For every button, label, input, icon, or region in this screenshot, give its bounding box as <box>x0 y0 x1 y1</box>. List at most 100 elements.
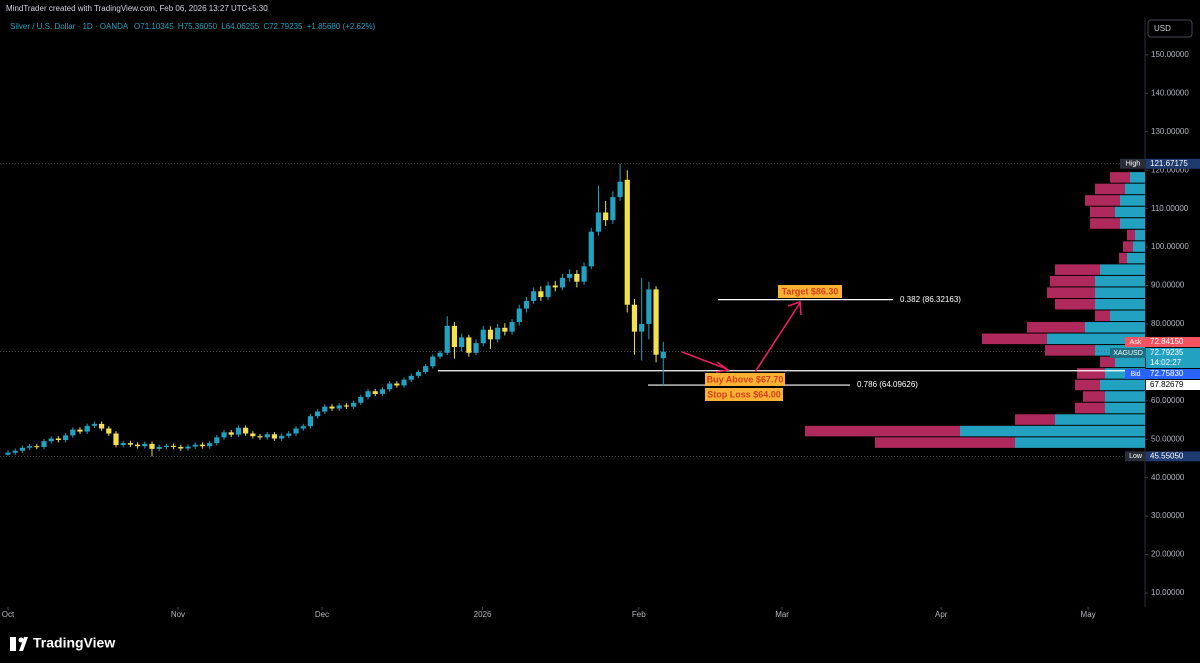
profile-buy <box>1135 229 1145 241</box>
profile-buy <box>960 425 1145 437</box>
candle-body <box>595 212 602 232</box>
profile-buy <box>1127 252 1145 264</box>
price-tag-value: 72.84150 <box>1150 337 1184 346</box>
currency-button[interactable] <box>1147 19 1193 38</box>
price-tag-label-box <box>1110 348 1146 358</box>
candle-body <box>127 443 134 445</box>
annotation-box <box>705 388 783 401</box>
annotation: Buy Above $67.70 <box>707 374 784 384</box>
candle-body <box>624 179 630 305</box>
arrow <box>754 302 801 373</box>
profile-sell <box>1055 298 1095 310</box>
symbol: Silver / U.S. Dollar · 1D · OANDA <box>10 22 129 31</box>
price-tag <box>1146 348 1200 368</box>
candle-body <box>387 383 393 390</box>
price-tag-label: High <box>1126 161 1141 168</box>
candle-body <box>401 379 407 386</box>
annotation: Stop Loss $64.00 <box>707 389 781 399</box>
price-tag-label-box <box>1120 158 1146 169</box>
profile-buy <box>1130 172 1145 183</box>
candle-body <box>293 428 299 434</box>
candle-body <box>538 291 544 298</box>
x-tick-label: Dec <box>315 610 329 619</box>
candle-body <box>379 389 386 394</box>
candle-body <box>264 434 270 438</box>
candle-body <box>228 432 234 435</box>
price-tag-value: 67.82679 <box>1150 380 1184 389</box>
candle-body <box>473 343 479 353</box>
legend-change: +1.85680 (+2.62%) <box>307 22 376 31</box>
candle-body <box>113 433 119 446</box>
legend-low: L64.06255 <box>221 22 259 31</box>
candle-body <box>343 405 350 407</box>
profile-sell <box>1083 391 1105 402</box>
price-tag-value: 72.79235 <box>1150 348 1184 357</box>
candle-body <box>77 429 83 432</box>
y-tick-label: 130.00000 <box>1151 127 1189 136</box>
candle-body <box>322 406 328 412</box>
x-tick-label: Feb <box>632 610 646 619</box>
profile-buy <box>1120 195 1145 206</box>
price-tag <box>1146 369 1200 379</box>
countdown: 14:02:27 <box>1150 358 1182 367</box>
profile-sell <box>1075 379 1100 391</box>
logo-mark <box>19 637 28 651</box>
legend-high: H75.36050 <box>178 22 218 31</box>
fib-label: 0.382 (86.32163) <box>900 295 961 304</box>
candle-body <box>574 273 580 282</box>
candle-body <box>84 425 90 432</box>
candle-body <box>430 356 436 367</box>
profile-sell <box>1085 195 1120 206</box>
price-tag <box>1146 158 1200 169</box>
legend: Silver / U.S. Dollar · 1D · OANDA O71.10… <box>10 22 376 31</box>
candle-body <box>163 445 170 447</box>
candle-body <box>149 443 155 449</box>
candle-body <box>5 452 11 455</box>
header-text: MindTrader created with TradingView.com,… <box>6 4 268 13</box>
candle-body <box>459 337 465 348</box>
y-tick-label: 120.00000 <box>1151 165 1189 174</box>
candle-body <box>286 433 292 436</box>
logo-mark <box>10 637 16 651</box>
profile-sell <box>1055 264 1100 275</box>
candle-body <box>603 212 609 221</box>
candle-body <box>559 277 566 288</box>
profile-buy <box>1125 183 1145 195</box>
candle-body <box>617 181 623 198</box>
candle-body <box>235 427 242 435</box>
candle-body <box>48 438 54 442</box>
candle-body <box>423 366 429 372</box>
candle-body <box>408 375 414 380</box>
candle-body <box>415 371 422 376</box>
x-tick-label: Oct <box>2 610 15 619</box>
price-tag-label-box <box>1125 369 1146 379</box>
candle-body <box>336 405 342 409</box>
profile-buy <box>1110 310 1145 322</box>
candle-body <box>199 444 206 447</box>
candle-body <box>631 304 638 332</box>
arrow <box>681 351 728 370</box>
profile-buy <box>1100 379 1145 391</box>
profile-sell <box>1095 183 1125 195</box>
candle-body <box>365 391 371 397</box>
candle-body <box>26 446 33 448</box>
brand-text: TradingView <box>33 635 115 651</box>
candle-body <box>19 447 25 451</box>
arrows <box>681 300 802 373</box>
candle-body <box>279 435 285 439</box>
price-tag <box>1146 451 1200 462</box>
candle-body <box>243 427 249 434</box>
candle-body <box>135 444 141 447</box>
candle-body <box>516 308 522 323</box>
price-tag-label-box <box>1125 337 1146 347</box>
candle-body <box>480 329 486 344</box>
currency[interactable]: USD <box>1154 24 1171 33</box>
candle-body <box>372 391 378 394</box>
profile-buy <box>1095 298 1145 310</box>
profile-sell <box>1045 345 1095 356</box>
candle-body <box>315 411 321 417</box>
candle-body <box>509 322 515 332</box>
price-tag-label-box <box>1125 451 1146 462</box>
y-tick-label: 80.00000 <box>1151 319 1185 328</box>
